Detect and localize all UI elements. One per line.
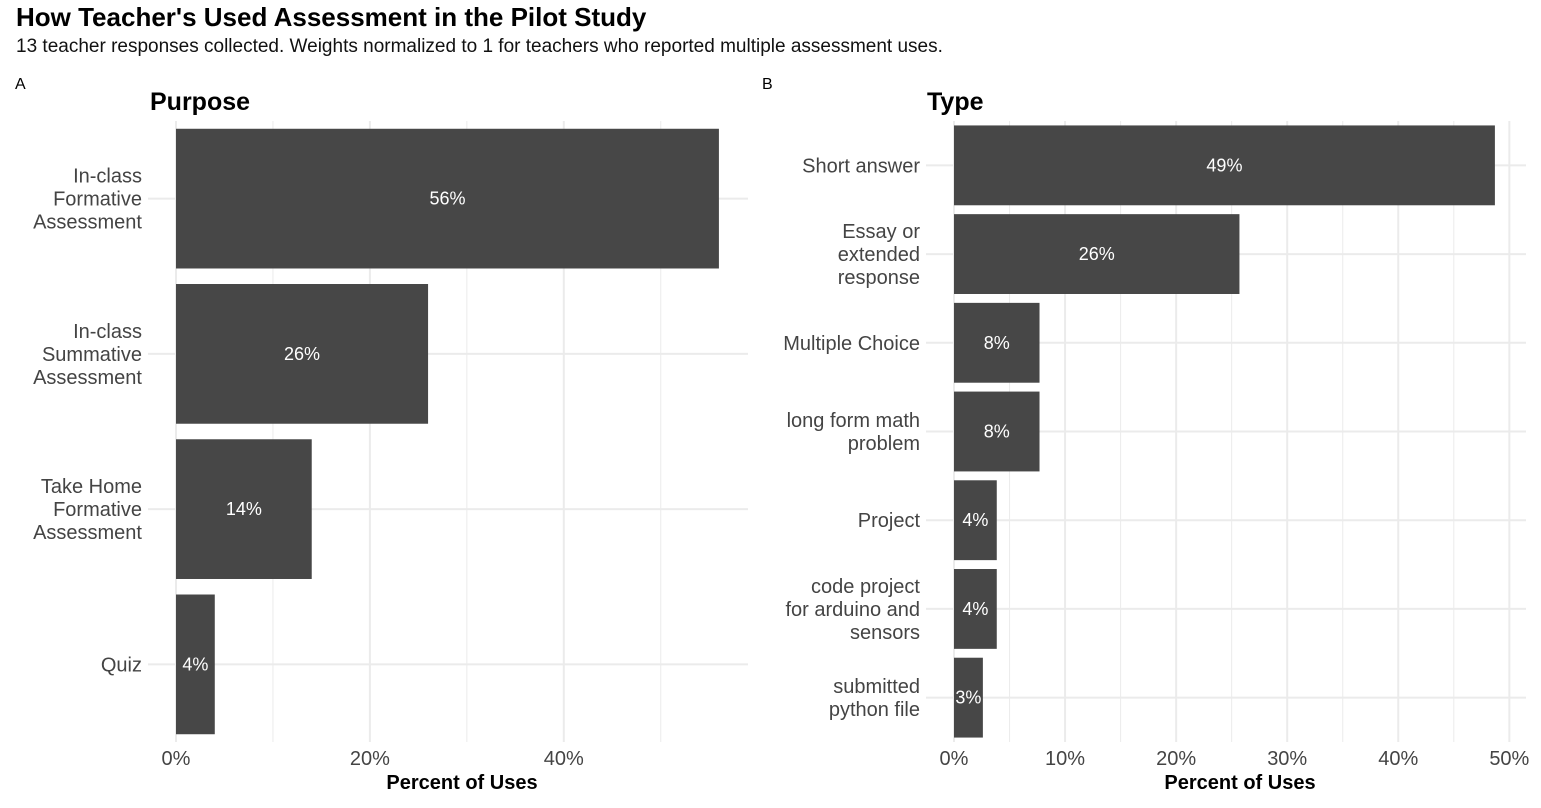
category-label: Take Home Formative Assessment bbox=[33, 476, 142, 544]
category-label: Essay or extended response bbox=[838, 221, 921, 289]
category-label: submitted python file bbox=[829, 676, 920, 721]
data-label: 3% bbox=[955, 688, 981, 708]
category-label: long form math problem bbox=[787, 410, 920, 455]
x-tick-label: 10% bbox=[1045, 748, 1085, 770]
category-label: Short answer bbox=[802, 155, 920, 177]
bar bbox=[954, 214, 1240, 294]
data-label: 49% bbox=[1206, 155, 1242, 175]
x-tick-label: 20% bbox=[1156, 748, 1196, 770]
figure-title: How Teacher's Used Assessment in the Pil… bbox=[16, 2, 647, 32]
panel-a: A Purpose 56% In-class Formative Assessment 26… bbox=[15, 76, 748, 794]
data-label: 8% bbox=[984, 422, 1010, 442]
data-label: 56% bbox=[429, 189, 465, 209]
x-tick-label: 50% bbox=[1489, 748, 1529, 770]
bar bbox=[954, 125, 1495, 206]
bar bbox=[954, 569, 997, 649]
data-label: 4% bbox=[962, 599, 988, 619]
bar bbox=[176, 594, 215, 735]
data-label: 26% bbox=[1079, 244, 1115, 264]
data-label: 14% bbox=[226, 499, 262, 519]
bar bbox=[176, 284, 429, 424]
category-label: In-class Summative Assessment bbox=[33, 321, 142, 389]
panel-tag: B bbox=[762, 76, 773, 93]
panel-tag: A bbox=[15, 76, 26, 93]
data-label: 26% bbox=[284, 344, 320, 364]
x-axis-title: Percent of Uses bbox=[1164, 772, 1315, 794]
data-label: 4% bbox=[962, 510, 988, 530]
bar bbox=[954, 657, 983, 738]
category-label: Project bbox=[858, 510, 921, 532]
bar bbox=[176, 128, 719, 269]
figure-subtitle: 13 teacher responses collected. Weights … bbox=[16, 36, 943, 57]
x-tick-label: 0% bbox=[940, 748, 969, 770]
x-tick-label: 0% bbox=[162, 748, 191, 770]
panel-b: B Type 49% Short answer 26% Essay or extended r… bbox=[762, 76, 1530, 794]
bar bbox=[176, 439, 312, 579]
data-label: 8% bbox=[984, 333, 1010, 353]
panel-title: Type bbox=[927, 88, 984, 116]
x-tick-label: 20% bbox=[350, 748, 390, 770]
category-label: In-class Formative Assessment bbox=[33, 166, 142, 234]
x-tick-label: 40% bbox=[1378, 748, 1418, 770]
category-label: code project for arduino and sensors bbox=[785, 576, 920, 644]
x-tick-label: 30% bbox=[1267, 748, 1307, 770]
category-label: Multiple Choice bbox=[783, 333, 920, 355]
bar bbox=[954, 480, 997, 561]
x-tick-label: 40% bbox=[544, 748, 584, 770]
x-axis-title: Percent of Uses bbox=[386, 772, 537, 794]
bar bbox=[954, 302, 1040, 383]
panel-title: Purpose bbox=[150, 88, 250, 116]
bar bbox=[954, 391, 1040, 472]
category-label: Quiz bbox=[101, 654, 142, 676]
data-label: 4% bbox=[182, 654, 208, 674]
